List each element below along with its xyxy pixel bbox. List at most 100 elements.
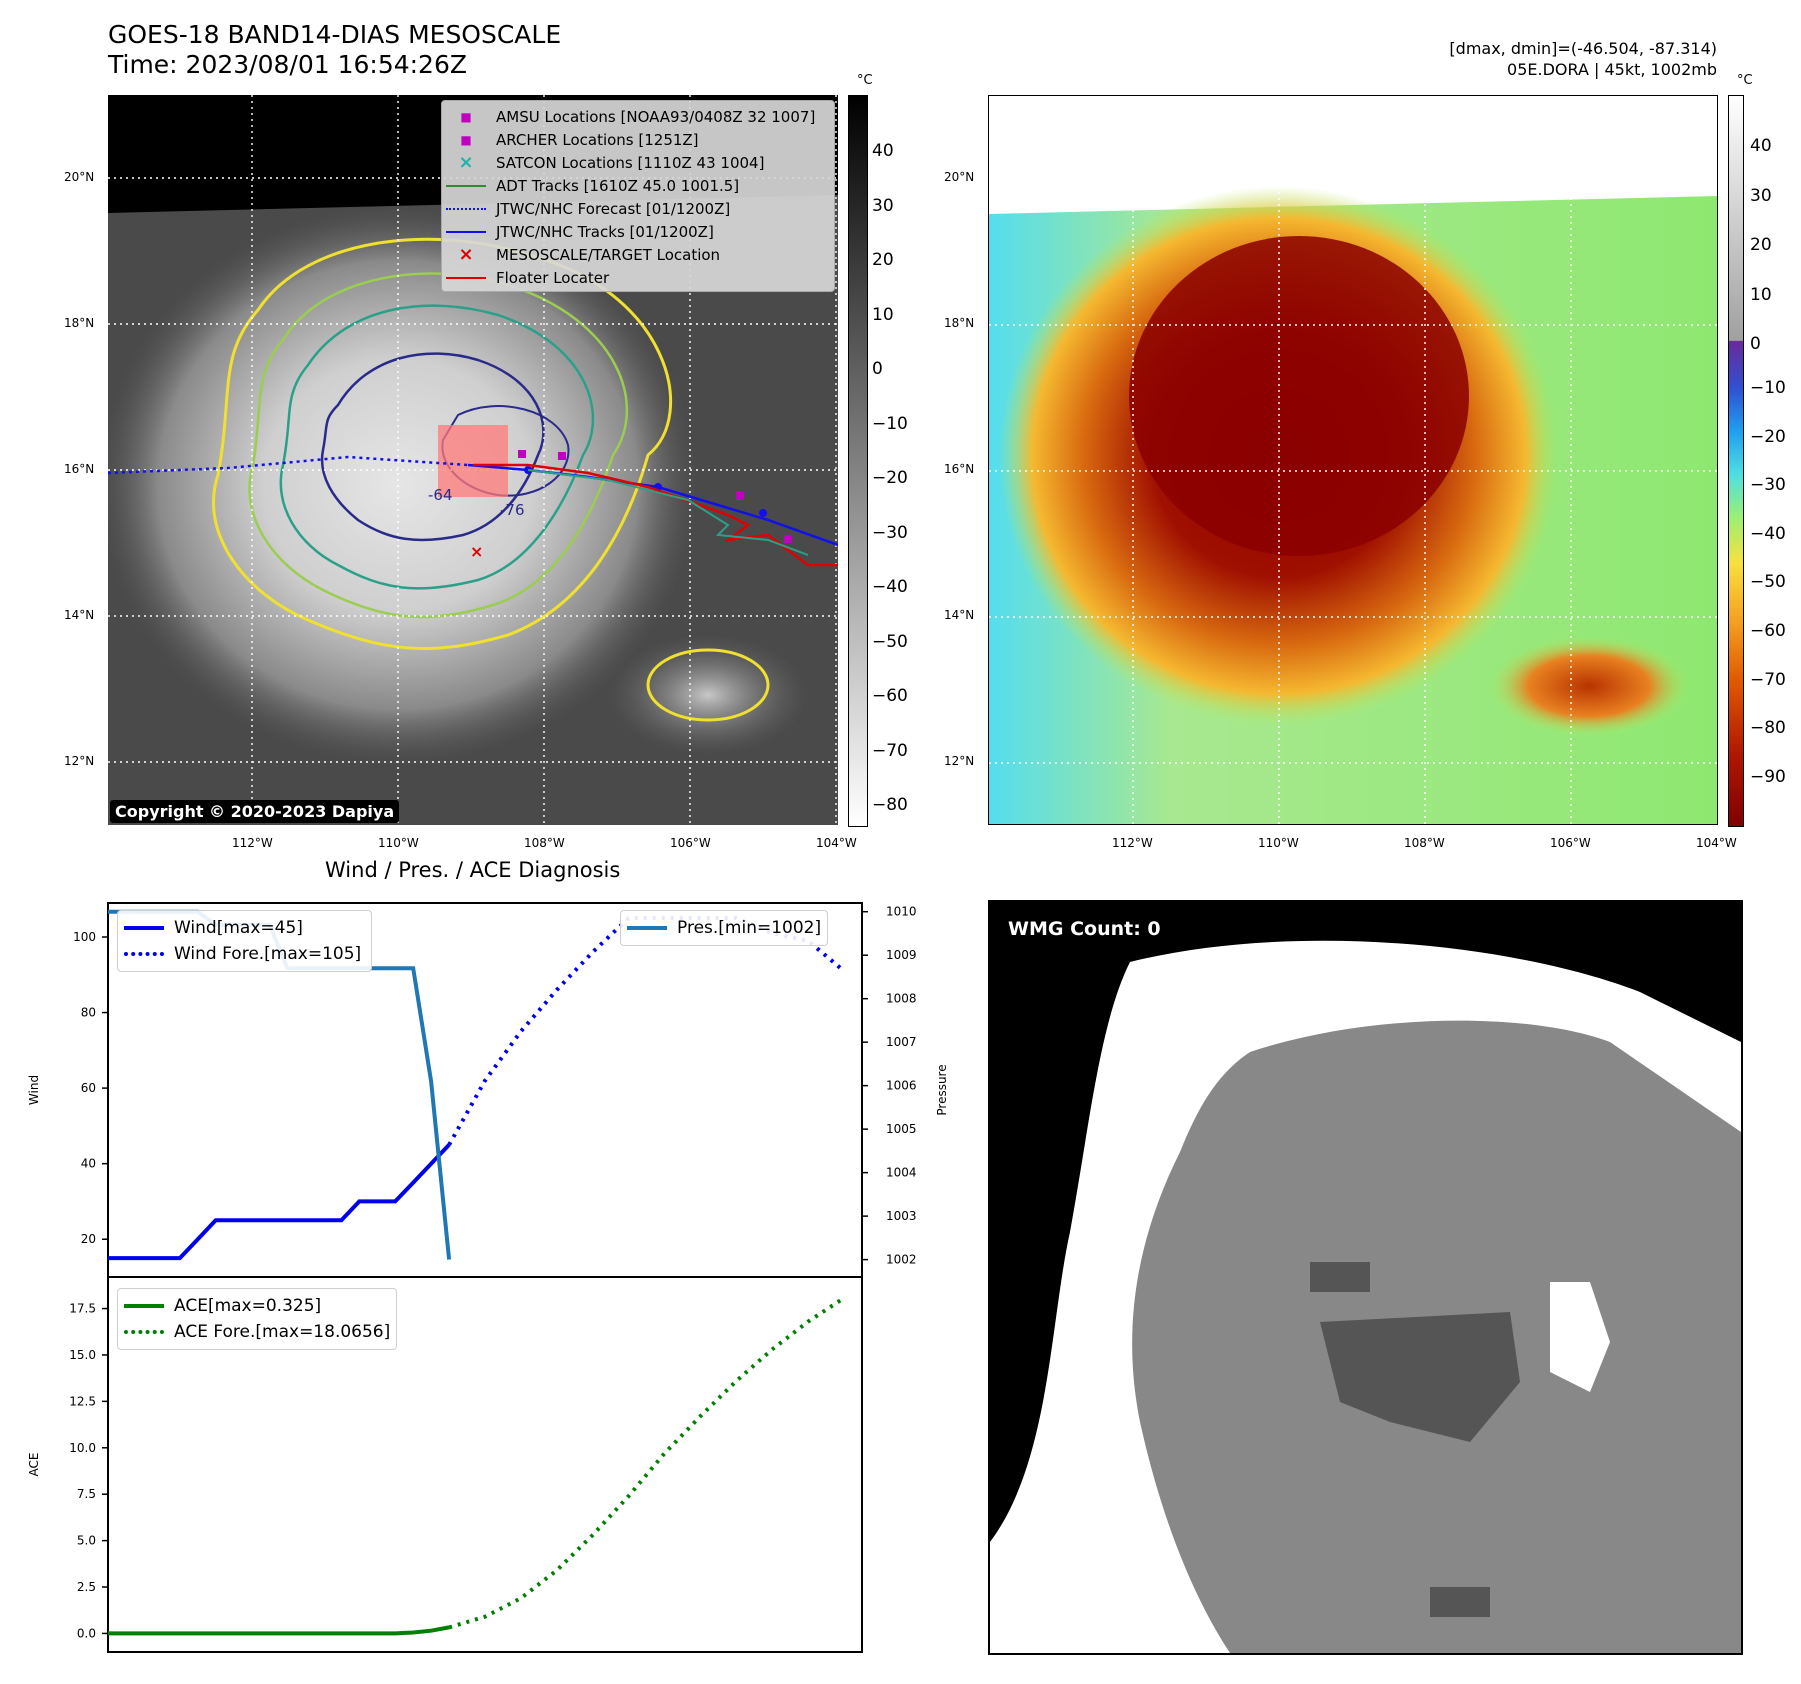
- lat-tick-label: 14°N: [944, 608, 975, 622]
- legend-swatch: ■: [460, 109, 472, 124]
- colorbar-tick-label: −50: [872, 631, 908, 652]
- legend-item-ace-fore: ACE Fore.[max=18.0656]: [124, 1319, 390, 1345]
- legend-swatch: ×: [458, 152, 474, 173]
- series-line: [448, 1296, 846, 1630]
- colorbar-tick-label: −40: [1750, 523, 1786, 544]
- lat-tick-label: 20°N: [944, 170, 975, 184]
- legend-item: ■ ARCHER Locations [1251Z]: [442, 128, 834, 151]
- y-tick-label: 7.5: [77, 1487, 96, 1501]
- colorbar-tick-label: 40: [872, 141, 894, 161]
- ace-legend: ACE[max=0.325] ACE Fore.[max=18.0656]: [117, 1288, 398, 1350]
- lon-tick-label: 108°W: [1404, 836, 1445, 850]
- lon-tick-label: 104°W: [1696, 836, 1737, 850]
- colorbar-tick-label: 10: [1750, 284, 1772, 305]
- contour-label-2: -76: [500, 501, 525, 519]
- lon-tick-label: 104°W: [816, 836, 857, 850]
- amsu-marker: [558, 452, 566, 460]
- lat-tick-label: 18°N: [64, 316, 95, 330]
- y2-tick-label: 1003: [886, 1209, 917, 1223]
- right-colorbar: [1728, 95, 1744, 827]
- adt-track: [527, 469, 809, 556]
- colorbar-tick-label: 20: [872, 250, 894, 270]
- right-colorbar-unit: °C: [1737, 73, 1753, 88]
- colorbar-tick-label: −80: [872, 795, 908, 815]
- legend-swatch: [446, 230, 486, 233]
- legend-item: JTWC/NHC Tracks [01/1200Z]: [442, 220, 834, 243]
- y-tick-label: 60: [81, 1081, 96, 1095]
- copyright-notice: Copyright © 2020-2023 Dapiya: [110, 800, 400, 823]
- contour-band: [646, 648, 770, 722]
- y-tick-label: 40: [81, 1157, 96, 1171]
- legend-swatch: [446, 207, 486, 210]
- y2-tick-label: 1006: [886, 1079, 917, 1093]
- legend-label: Floater Locater: [496, 268, 610, 287]
- floater-track: [473, 463, 838, 567]
- left-colorbar: [848, 95, 868, 827]
- y-tick-label: 80: [81, 1006, 96, 1020]
- colorbar-tick-label: −10: [872, 413, 908, 434]
- colorbar-tick-label: −20: [872, 468, 908, 488]
- y2-tick-label: 1005: [886, 1122, 917, 1136]
- y-tick-label: 17.5: [69, 1302, 96, 1316]
- left-colorbar-unit: °C: [857, 73, 873, 88]
- diagnosis-chart: 20 40 60 80 100 Wind 1002 1003 1004 1005 1006 1007 1…: [27, 902, 949, 1653]
- lon-tick-label: 108°W: [524, 836, 565, 850]
- lat-tick-label: 20°N: [64, 170, 95, 184]
- y2-tick-label: 1010: [886, 905, 917, 919]
- lon-tick-label: 106°W: [670, 836, 711, 850]
- y2-tick-label: 1002: [886, 1253, 917, 1267]
- track-point-3: [759, 509, 767, 517]
- y-tick-label: 15.0: [69, 1348, 96, 1362]
- left-map-panel: × -64 -76 Copyright © 2020-2023 Dapiya ■…: [108, 95, 838, 825]
- right-map-grid: [989, 96, 1717, 824]
- floater-target-box: [438, 425, 508, 497]
- legend-item: Floater Locater: [442, 266, 834, 289]
- plot-frame: [107, 1276, 863, 1653]
- y-tick-label: 10.0: [69, 1441, 96, 1455]
- legend-swatch-ace: [124, 1304, 164, 1308]
- lat-tick-label: 18°N: [944, 316, 975, 330]
- series-line: [108, 1143, 451, 1261]
- ace-plot: 0.0 2.5 5.0 7.5 10.0 12.5 15.0 17.5 ACE: [27, 1276, 863, 1653]
- series-line: [108, 1625, 450, 1636]
- wmg-dark-patch-3: [1430, 1587, 1490, 1617]
- y2-tick-label: 1004: [886, 1166, 917, 1180]
- y-tick-label: 20: [81, 1232, 96, 1246]
- lat-tick-label: 16°N: [944, 462, 975, 476]
- lon-tick-label: 112°W: [232, 836, 273, 850]
- y-tick-label: 100: [73, 930, 96, 944]
- colorbar-tick-label: −30: [1750, 475, 1786, 496]
- wmg-dark-patch-2: [1320, 1312, 1520, 1442]
- colorbar-tick-label: 30: [872, 195, 894, 216]
- colorbar-tick-label: −70: [872, 740, 908, 761]
- lon-tick-label: 106°W: [1550, 836, 1591, 850]
- lon-tick-label: 110°W: [378, 836, 419, 850]
- colorbar-tick-label: 0: [1750, 334, 1761, 354]
- colorbar-tick-label: −60: [872, 686, 908, 706]
- legend-item: ■ AMSU Locations [NOAA93/0408Z 32 1007]: [442, 105, 834, 128]
- lat-tick-label: 12°N: [64, 754, 95, 768]
- legend-item-wind-fore: Wind Fore.[max=105]: [124, 941, 361, 967]
- target-location-marker: ×: [470, 542, 483, 561]
- colorbar-tick-label: 40: [1750, 136, 1772, 156]
- contour-teal: [279, 304, 595, 590]
- colorbar-tick-label: 20: [1750, 235, 1772, 255]
- diagnosis-title: Wind / Pres. / ACE Diagnosis: [325, 858, 621, 882]
- legend-label: AMSU Locations [NOAA93/0408Z 32 1007]: [496, 107, 816, 126]
- amsu-marker-3: [784, 535, 792, 543]
- lat-tick-label: 12°N: [944, 754, 975, 768]
- wmg-white-spot: [1550, 1282, 1610, 1392]
- colorbar-tick-label: −20: [1750, 426, 1786, 447]
- lat-tick-label: 14°N: [64, 608, 95, 622]
- storm-cloud-mass: [108, 205, 698, 765]
- legend-label: SATCON Locations [1110Z 43 1004]: [496, 153, 765, 172]
- legend-swatch-wind-fore: [124, 952, 164, 956]
- legend-label-ace-fore: ACE Fore.[max=18.0656]: [174, 1322, 391, 1342]
- legend-swatch: ■: [460, 132, 472, 147]
- legend-item: × MESOSCALE/TARGET Location: [442, 243, 834, 266]
- left-map-legend: ■ AMSU Locations [NOAA93/0408Z 32 1007] ■ A…: [441, 100, 835, 292]
- legend-item: × SATCON Locations [1110Z 43 1004]: [442, 151, 834, 174]
- legend-item-ace: ACE[max=0.325]: [124, 1293, 390, 1319]
- legend-swatch-wind: [124, 926, 164, 930]
- contour-navy: [320, 352, 545, 542]
